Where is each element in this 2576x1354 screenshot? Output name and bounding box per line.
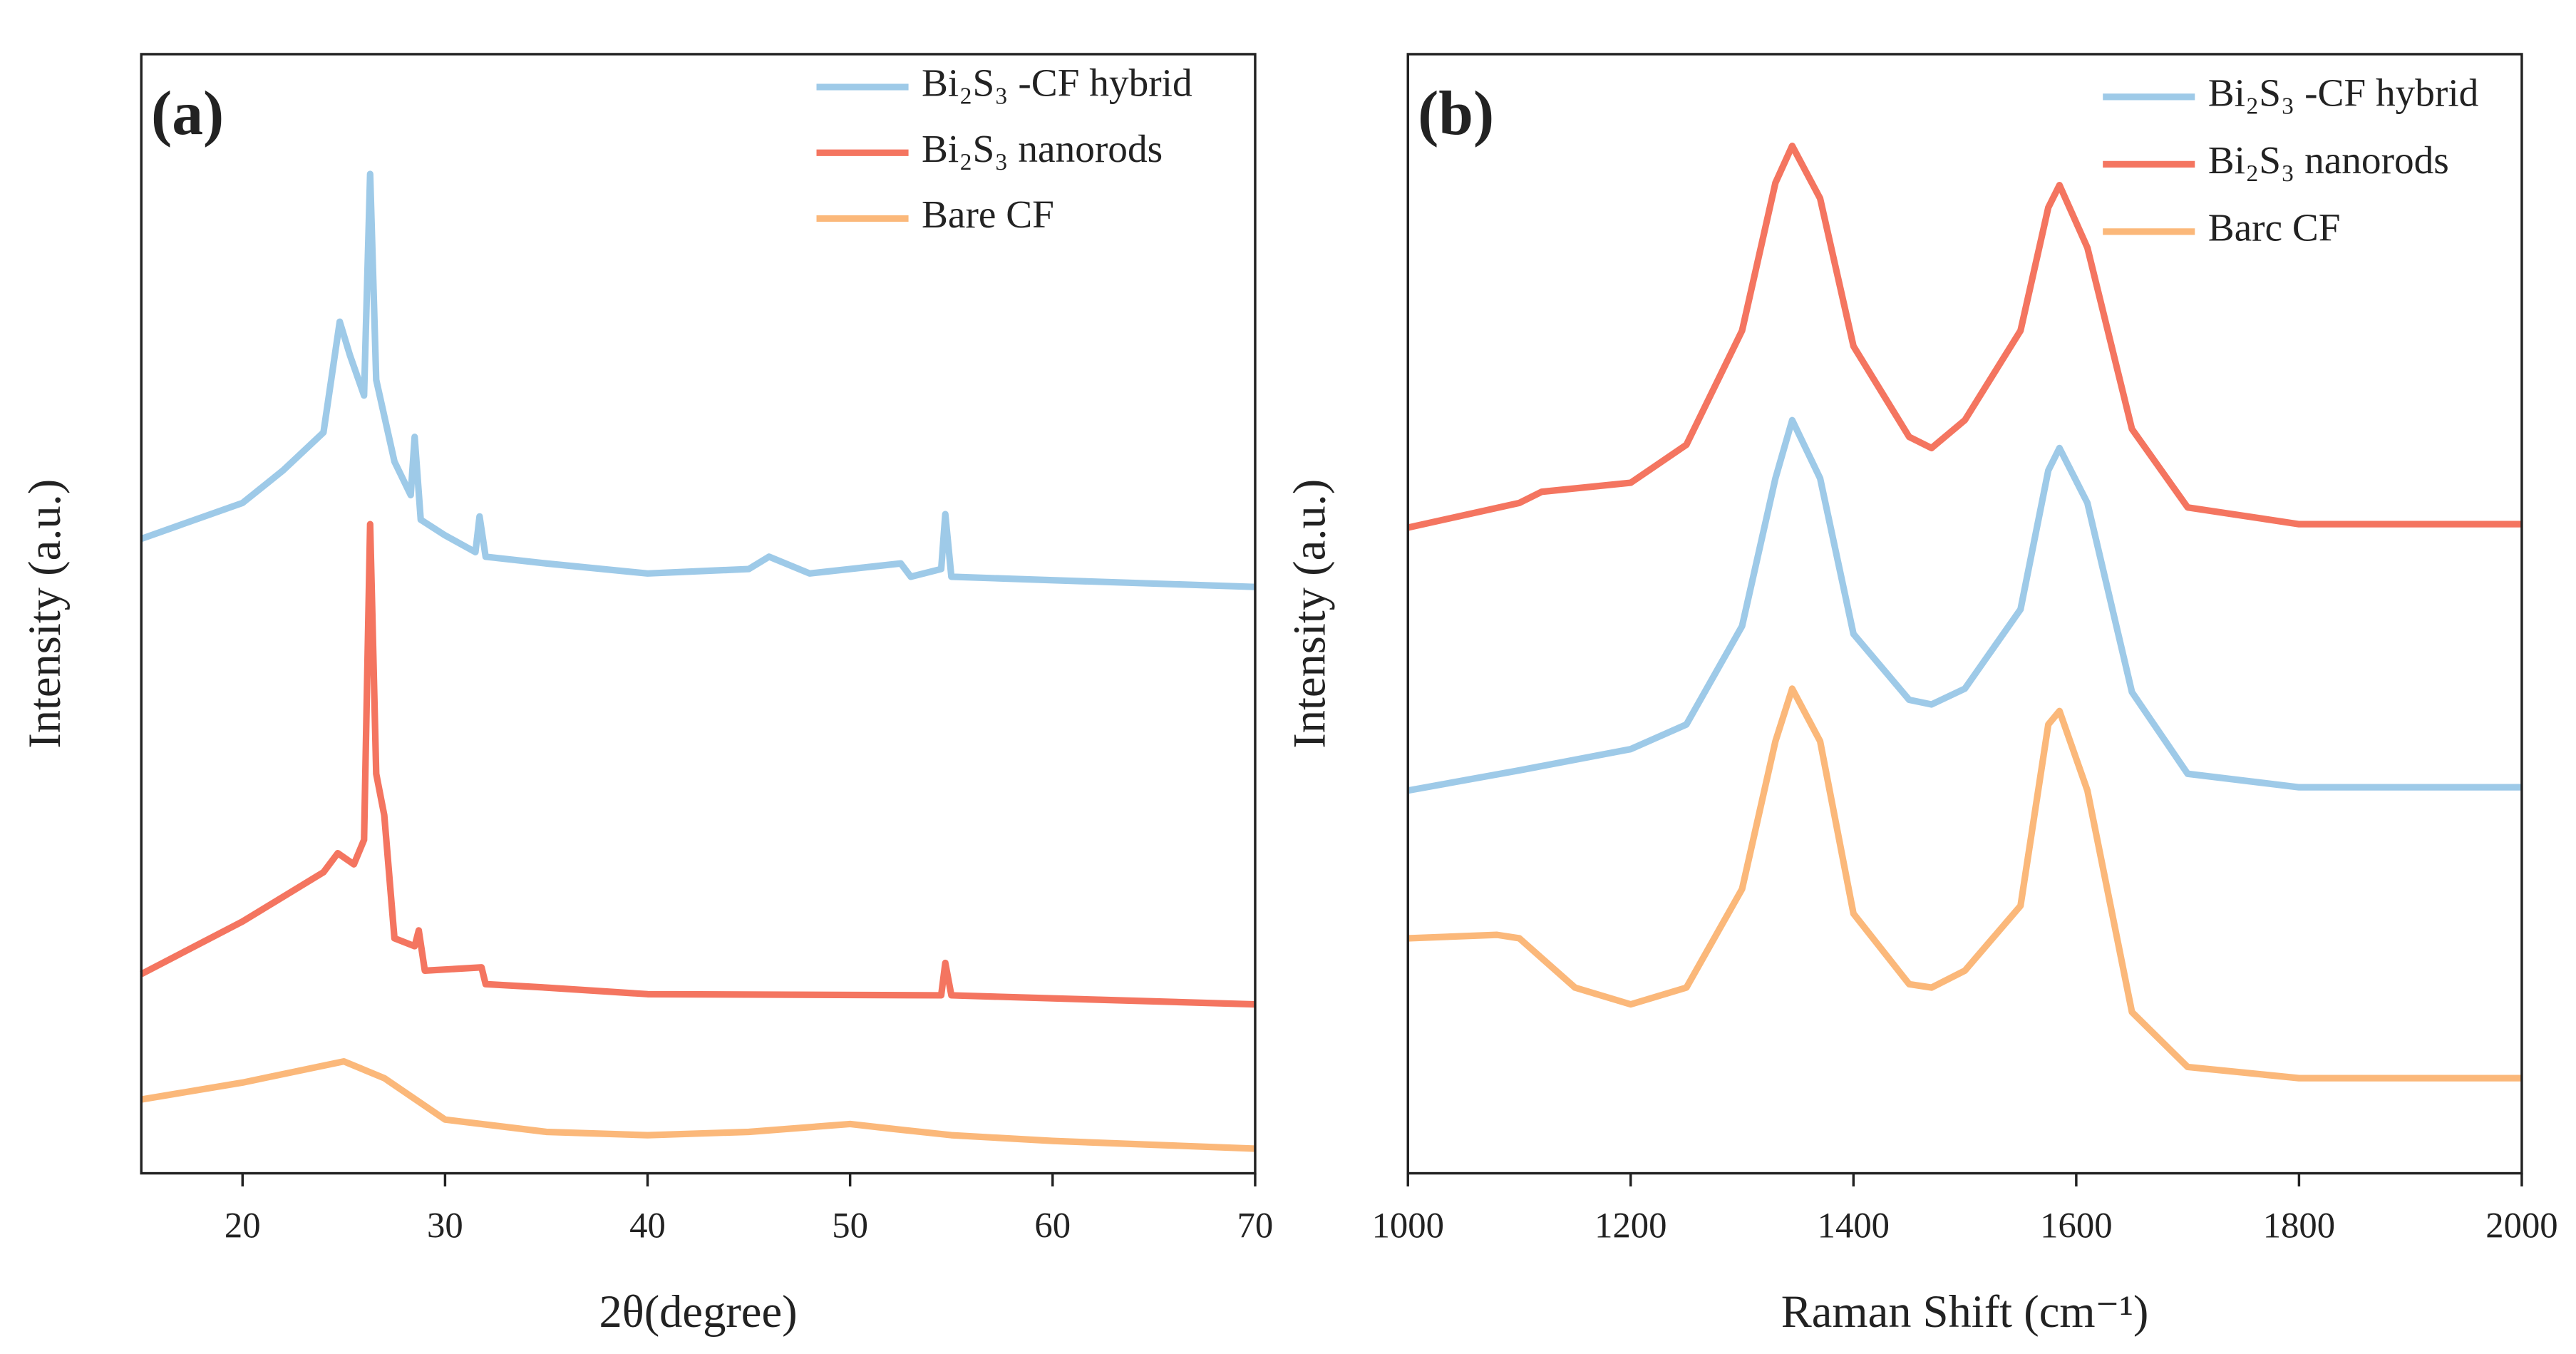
series-line <box>1407 142 2522 531</box>
series-line <box>1408 685 2522 1082</box>
legend-label: Bi₂S₃ nanorods <box>922 127 1163 170</box>
x-tick-label: 2000 <box>2485 1206 2557 1246</box>
x-axis-label: 2θ(degree) <box>599 1286 798 1337</box>
x-tick-label: 1400 <box>1818 1206 1890 1246</box>
x-tick-label: 70 <box>1237 1206 1274 1246</box>
panel-label: (b) <box>1418 78 1494 148</box>
x-axis-label: Raman Shift (cm⁻¹) <box>1781 1286 2149 1337</box>
y-axis-label: Intensity (a.u.) <box>19 479 70 749</box>
x-tick-label: 1200 <box>1594 1206 1666 1246</box>
x-tick-label: 1600 <box>2040 1206 2112 1246</box>
panel-label: (a) <box>151 78 224 148</box>
x-tick-label: 30 <box>427 1206 463 1246</box>
x-tick-label: 20 <box>225 1206 261 1246</box>
legend-label: Bi₂S₃ -CF hybrid <box>2208 71 2479 115</box>
x-tick-label: 60 <box>1034 1206 1071 1246</box>
x-tick-label: 1000 <box>1372 1206 1444 1246</box>
plot-frame <box>1406 53 2523 1175</box>
y-axis-label: Intensity (a.u.) <box>1284 479 1335 749</box>
x-tick-label: 50 <box>832 1206 868 1246</box>
x-tick-label: 40 <box>629 1206 666 1246</box>
series-line <box>140 170 1256 590</box>
legend-label: Bi₂S₃ nanorods <box>2208 138 2449 182</box>
series-line <box>140 1057 1256 1152</box>
x-tick-label: 1800 <box>2263 1206 2335 1246</box>
series-line <box>140 520 1256 1008</box>
legend-label: Barc CF <box>2208 206 2341 250</box>
legend-label: Bare CF <box>922 193 1054 236</box>
plot-frame <box>140 53 1257 1175</box>
legend-label: Bi₂S₃ -CF hybrid <box>922 61 1192 105</box>
series-line <box>1407 416 2522 794</box>
